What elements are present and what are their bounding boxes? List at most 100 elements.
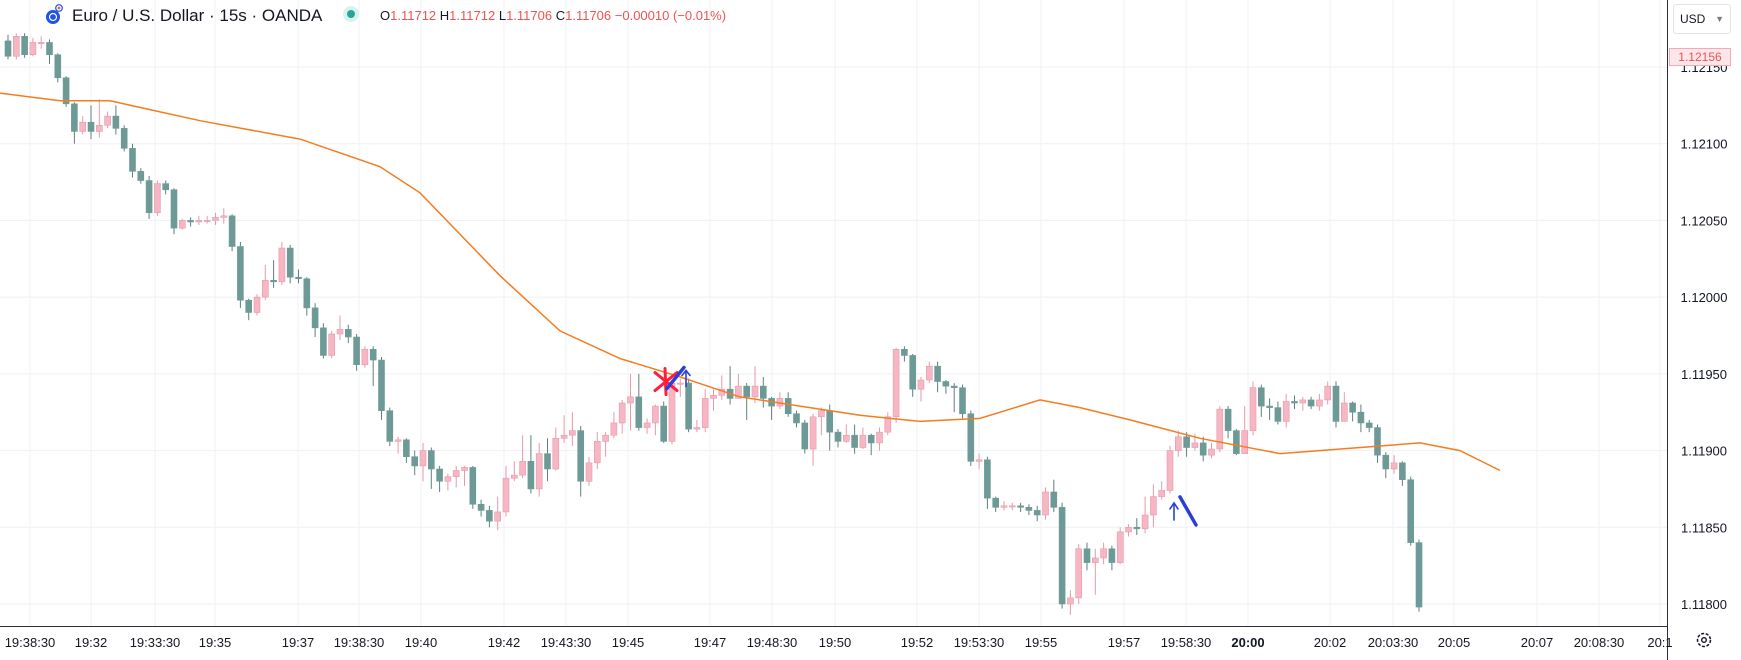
x-tick-label: 19:38:30 [334, 635, 385, 650]
candle-up [444, 476, 452, 482]
candle-up [693, 427, 701, 430]
candle-up [452, 470, 460, 477]
sell-signal-arrow [1169, 495, 1198, 527]
candle-down [270, 279, 277, 283]
candle-up [336, 329, 344, 335]
x-tick-label: 19:57 [1108, 635, 1141, 650]
high-label: H [439, 8, 450, 23]
gear-icon[interactable] [1694, 630, 1714, 650]
candle-up [710, 395, 717, 399]
candle-down [1382, 454, 1390, 470]
y-tick-label: 1.12000 [1681, 290, 1728, 305]
candle-up [1166, 450, 1174, 491]
candle-down [1274, 407, 1282, 422]
open-value: 1.11712 [390, 8, 437, 23]
candle-up [37, 42, 45, 44]
candle-up [203, 220, 211, 222]
candle-up [328, 333, 336, 356]
candle-down [959, 387, 966, 415]
candle-up [510, 474, 518, 479]
candle-up [154, 183, 161, 214]
y-tick-label: 1.11800 [1681, 597, 1727, 612]
candle-up [1208, 448, 1215, 456]
candle-up [1324, 385, 1331, 401]
x-tick-label: 20:08:30 [1574, 635, 1625, 650]
candle-up [610, 422, 618, 436]
candle-up [643, 422, 651, 428]
x-tick-label: 19:33:30 [130, 635, 181, 650]
candle-up [96, 125, 103, 132]
candle-up [652, 405, 659, 424]
x-tick-label: 20:02 [1314, 635, 1347, 650]
sell-signal-cross [653, 367, 679, 397]
candle-up [668, 382, 676, 442]
candle-up [1100, 548, 1107, 559]
candle-down [851, 434, 858, 448]
close-value: 1.11706 [565, 8, 612, 23]
currency-label: USD [1680, 12, 1706, 26]
candle-down [386, 410, 394, 442]
x-tick-label: 20:07 [1521, 635, 1554, 650]
candle-down [378, 359, 385, 411]
candle-down [21, 36, 28, 56]
currency-selector[interactable]: USD ▼ [1673, 4, 1731, 34]
buy-signal-arrow [665, 365, 691, 391]
candle-down [187, 220, 194, 223]
candle-up [29, 42, 37, 56]
candle-down [660, 405, 668, 442]
candle-down [469, 467, 477, 505]
candle-down [411, 456, 419, 467]
candle-down [901, 349, 908, 356]
candle-up [818, 410, 825, 418]
candle-down [120, 128, 128, 149]
candle-up [876, 431, 883, 444]
moving-average-line [0, 92, 1501, 472]
candle-up [394, 439, 402, 442]
candle-up [1341, 402, 1348, 422]
candle-down [311, 307, 319, 329]
candle-down [145, 180, 153, 214]
candle-down [1258, 387, 1265, 407]
x-tick-label: 20:05 [1438, 635, 1471, 650]
candle-down [303, 278, 311, 309]
x-tick-label: 19:38:30 [5, 635, 56, 650]
candle-down [237, 246, 244, 301]
candle-down [1332, 385, 1340, 422]
candle-down [1183, 436, 1190, 448]
candle-down [1050, 491, 1058, 508]
candle-up [220, 215, 228, 218]
candle-up [79, 121, 86, 132]
candle-down [170, 189, 178, 229]
candle-up [104, 115, 111, 126]
symbol-title[interactable]: Euro / U.S. Dollar · 15s · OANDA [72, 6, 323, 25]
open-label: O [380, 8, 391, 23]
candle-up [676, 382, 684, 385]
candle-up [535, 453, 543, 490]
candle-down [162, 183, 169, 191]
last-price-label: 1.12156 [1669, 48, 1731, 66]
market-status-dot-icon[interactable] [343, 6, 359, 22]
candle-down [137, 171, 145, 181]
candle-down [934, 365, 941, 382]
x-tick-label: 19:37 [282, 635, 315, 650]
candle-up [502, 477, 510, 513]
y-tick-label: 1.11900 [1681, 444, 1727, 459]
candle-up [602, 434, 609, 442]
change-value: −0.00010 (−0.01%) [614, 8, 727, 23]
candle-up [552, 437, 560, 470]
candle-up [1067, 597, 1074, 605]
x-tick-label: 19:47 [694, 635, 727, 650]
candle-down [793, 413, 800, 424]
candle-down [1374, 427, 1381, 456]
candle-down [577, 430, 585, 482]
candle-down [527, 461, 535, 490]
candle-down [320, 327, 327, 356]
candle-up [917, 379, 925, 390]
candle-up [179, 220, 186, 229]
candle-down [685, 382, 692, 430]
ohlc-readout: O1.11712 H1.11712 L1.11706 C1.11706 −0.0… [380, 8, 726, 23]
candle-up [1141, 514, 1149, 530]
y-tick-label: 1.11950 [1681, 367, 1727, 382]
candle-down [950, 385, 958, 388]
